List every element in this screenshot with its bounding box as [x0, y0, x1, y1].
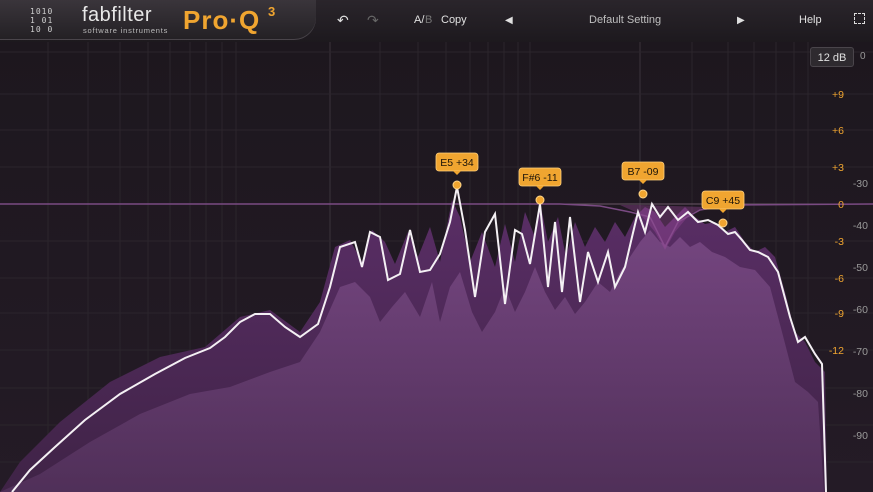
spectrum-scale-label: -90	[853, 430, 868, 442]
gain-scale-label: +9	[832, 89, 844, 101]
band-label: F#6 -11	[522, 172, 558, 184]
band-handle[interactable]	[718, 218, 728, 228]
spectrum-scale: -30 -40 -50 -60 -70 -80 -90	[853, 178, 868, 442]
eq-bands: E5 +34 F#6 -11 B7 -09 C9 +45	[435, 152, 745, 228]
gain-scale-label: +3	[832, 162, 844, 174]
gain-scale-label: -3	[835, 236, 844, 248]
band-label-pointer	[639, 180, 647, 184]
product-version: 3	[268, 4, 276, 19]
triangle-left-icon[interactable]: ◀	[505, 15, 513, 26]
gain-scale-label: -9	[835, 308, 844, 320]
spectrum-scale-label: -30	[853, 178, 868, 190]
band-handle[interactable]	[638, 189, 648, 199]
spectrum-scale-label: -60	[853, 304, 868, 316]
triangle-right-icon[interactable]: ▶	[737, 15, 745, 26]
eq-band-4[interactable]: C9 +45	[701, 190, 745, 228]
redo-icon[interactable]: ↷	[367, 12, 379, 28]
spectrum-scale-label: -80	[853, 388, 868, 400]
spectrum-scale-label: -70	[853, 346, 868, 358]
gain-scale-label: -6	[835, 273, 844, 285]
band-label: B7 -09	[628, 166, 659, 178]
band-label-pointer	[536, 186, 544, 190]
band-label-pointer	[453, 171, 461, 175]
gain-scale: +9 +6 +3 0 -3 -6 -9 -12	[829, 89, 844, 357]
band-handle[interactable]	[452, 180, 462, 190]
product-name: Pro·Q	[183, 5, 261, 35]
spectrum-scale-label: -40	[853, 220, 868, 232]
band-label: C9 +45	[706, 195, 740, 207]
display-range-button[interactable]: 12 dB	[810, 47, 854, 67]
range-zero-label: 0	[860, 51, 866, 62]
brand-subtitle: software instruments	[83, 26, 169, 35]
spectrum-peak-line	[11, 186, 827, 492]
fabfilter-logo-icon: 1010 1 01 10 0	[30, 7, 54, 34]
brand-name: fabfilter	[82, 4, 153, 26]
header-bar: 1010 1 01 10 0 fabfilter software instrume…	[0, 0, 873, 43]
band-label: E5 +34	[440, 157, 474, 169]
spectrum-analyzer-average	[0, 230, 824, 492]
eq-display[interactable]: +9 +6 +3 0 -3 -6 -9 -12 -30 -40 -50 -60 -70 -80 -90 E…	[0, 42, 873, 492]
gain-scale-label: +6	[832, 125, 844, 137]
band-label-pointer	[719, 209, 727, 213]
ab-toggle[interactable]: A/	[414, 14, 425, 26]
eq-band-3[interactable]: B7 -09	[621, 161, 665, 199]
fullscreen-icon[interactable]	[854, 13, 865, 24]
gain-scale-label: -12	[829, 345, 844, 357]
eq-band-2[interactable]: F#6 -11	[518, 167, 562, 205]
gain-scale-label: 0	[838, 199, 844, 211]
preset-name-button[interactable]: Default Setting	[589, 14, 662, 26]
undo-icon[interactable]: ↶	[337, 12, 349, 28]
spectrum-scale-label: -50	[853, 262, 868, 274]
copy-button[interactable]: Copy	[441, 14, 467, 26]
help-button[interactable]: Help	[799, 14, 822, 26]
ab-toggle-b[interactable]: B	[425, 14, 433, 26]
logo-area: 1010 1 01 10 0 fabfilter software instrume…	[0, 0, 316, 40]
eq-band-1[interactable]: E5 +34	[435, 152, 479, 190]
band-handle[interactable]	[535, 195, 545, 205]
